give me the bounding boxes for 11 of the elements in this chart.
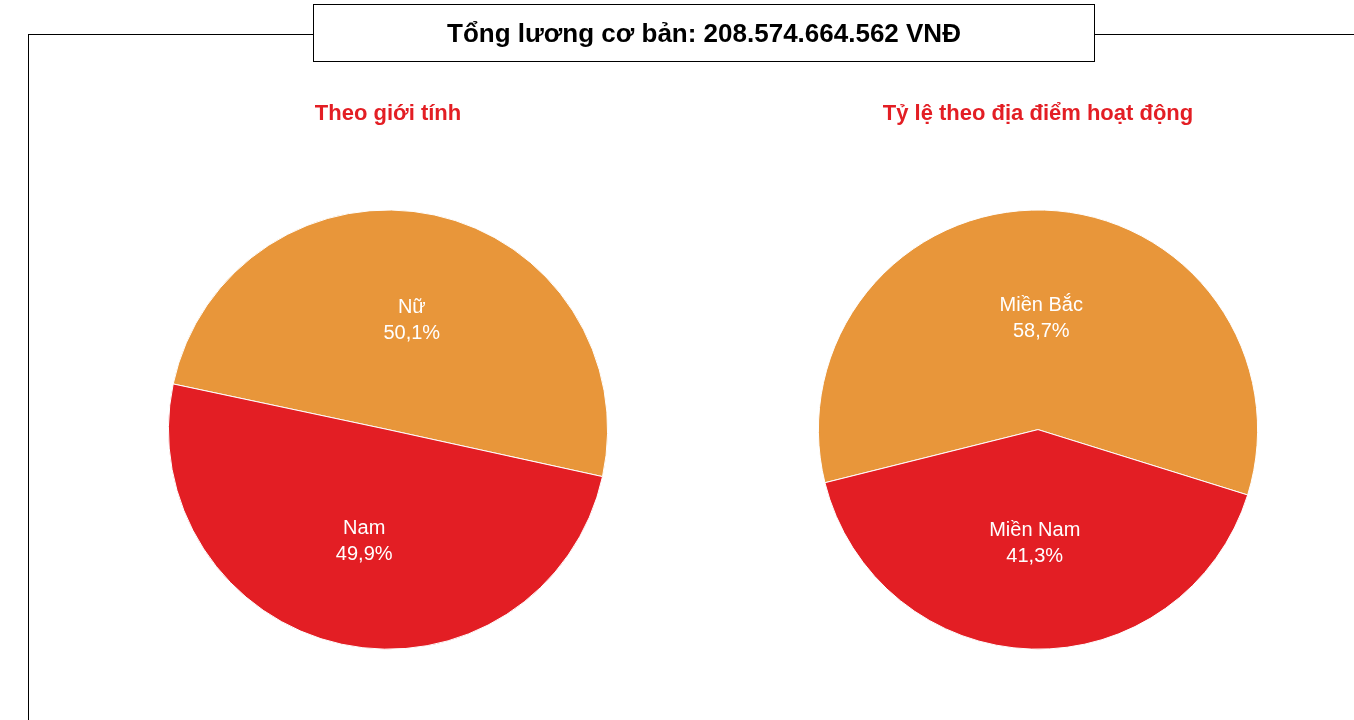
data-label: 41,3%	[1006, 544, 1064, 567]
slice-label: Miền Nam	[989, 518, 1081, 541]
slice-label: Nam	[343, 515, 386, 538]
slice-label: Miền Bắc	[999, 292, 1083, 315]
slice-label: Nữ	[397, 295, 426, 318]
chart-title: Tỷ lệ theo địa điểm hoạt động	[882, 99, 1194, 125]
text: Tổng lương cơ bản: 208.574.664.562 VNĐ	[313, 4, 1095, 62]
data-label: 49,9%	[335, 541, 393, 564]
chart-title: Theo giới tính	[314, 99, 462, 125]
data-label: 58,7%	[1012, 318, 1070, 341]
data-label: 50,1%	[383, 321, 441, 344]
